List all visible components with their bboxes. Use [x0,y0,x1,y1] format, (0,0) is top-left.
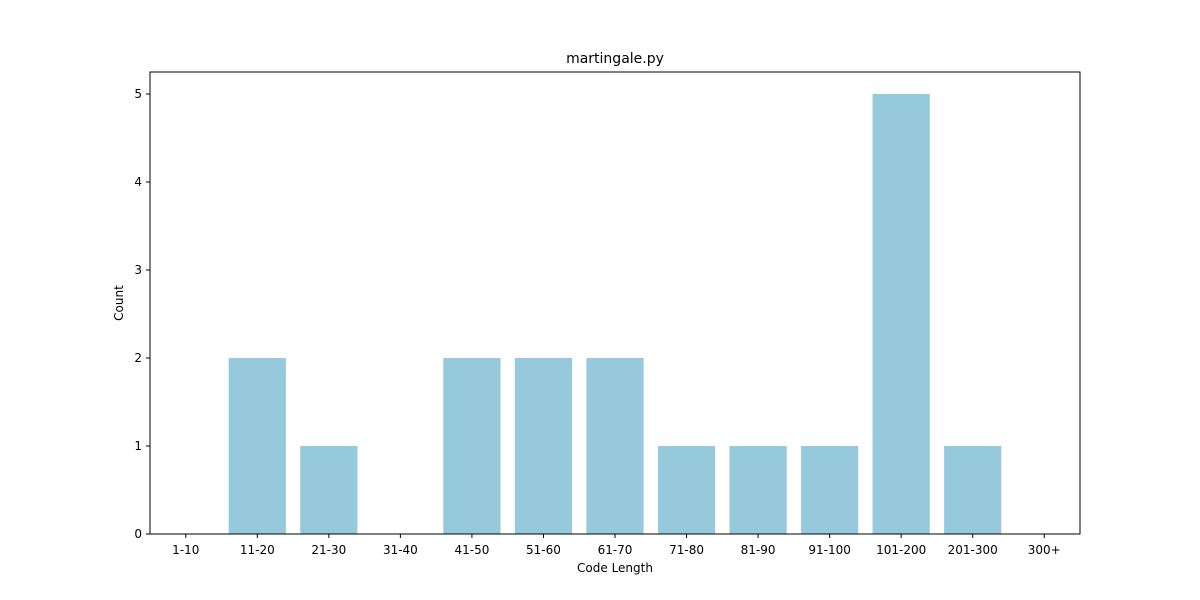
x-tick-label: 101-200 [876,543,926,557]
x-tick-label: 31-40 [383,543,418,557]
x-tick-label: 41-50 [454,543,489,557]
bar-71-80 [657,446,716,534]
x-tick-label: 11-20 [240,543,275,557]
x-tick-label: 21-30 [311,543,346,557]
bar-81-90 [729,446,787,534]
bar-51-60 [514,358,573,534]
x-tick-label: 1-10 [172,543,199,557]
y-tick-label: 4 [134,175,142,189]
x-tick-label: 201-300 [948,543,998,557]
y-tick-label: 3 [134,263,142,277]
bar-61-70 [586,358,644,534]
bar-41-50 [443,358,501,534]
bar-201-300 [944,446,1002,534]
x-tick-label: 61-70 [598,543,633,557]
bar-91-100 [801,446,859,534]
x-tick-label: 71-80 [669,543,704,557]
y-axis-label: Count [112,285,126,321]
y-tick-label: 0 [134,527,142,541]
x-ticks: 1-10 11-20 21-30 31-40 41-50 51-60 61-70 71-80 8… [172,534,1061,557]
x-tick-label: 81-90 [741,543,776,557]
x-tick-label: 51-60 [526,543,561,557]
y-tick-label: 5 [134,87,142,101]
x-tick-label: 91-100 [808,543,851,557]
y-tick-label: 2 [134,351,142,365]
x-tick-label: 300+ [1028,543,1061,557]
x-axis-label: Code Length [577,561,653,575]
bars-layer [228,94,1002,534]
chart-title: martingale.py [566,51,664,67]
bar-11-20 [228,358,286,534]
bar-101-200 [872,94,930,534]
bar-21-30 [300,446,358,534]
y-ticks: 0 1 2 3 4 5 [134,87,150,541]
y-tick-label: 1 [134,439,142,453]
